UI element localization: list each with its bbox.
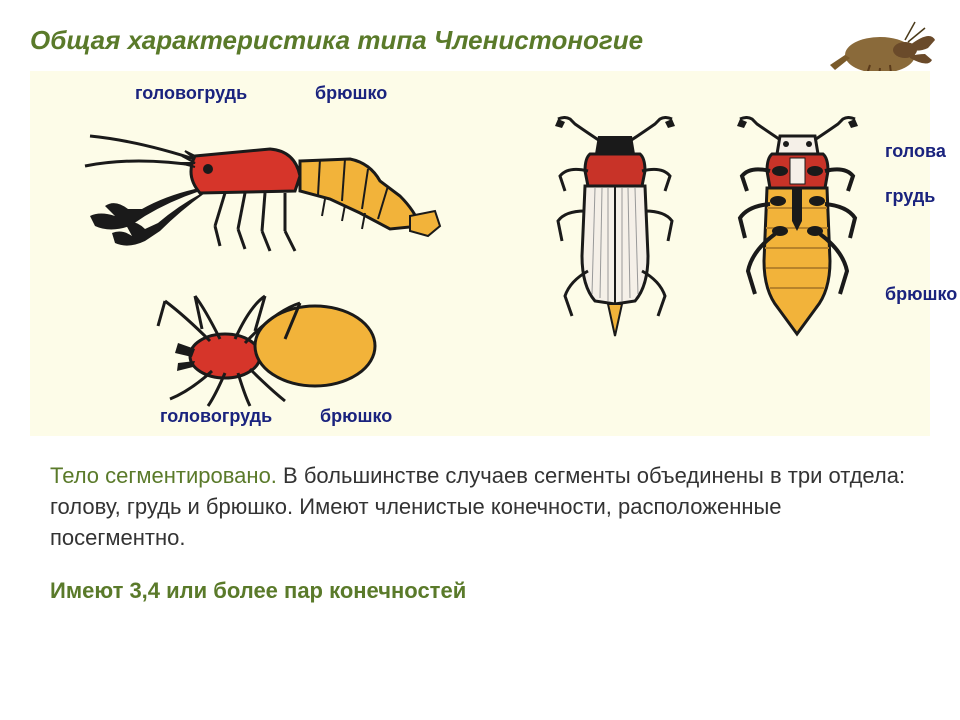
page-title: Общая характеристика типа Членистоногие (30, 25, 930, 56)
diagram-container: головогрудь брюшко головогрудь брюшко го… (30, 71, 930, 436)
spider-diagram (150, 291, 420, 411)
label-shrimp-abdomen: брюшко (315, 83, 387, 104)
body-text-2: Имеют 3,4 или более пар конечностей (30, 578, 930, 604)
label-beetle-thorax: грудь (885, 186, 935, 207)
body-text: Тело сегментировано. В большинстве случа… (30, 461, 930, 553)
beetle-dorsal-diagram (550, 116, 680, 356)
label-beetle-head: голова (885, 141, 946, 162)
body-highlight: Тело сегментировано. (50, 463, 277, 488)
shrimp-diagram (70, 121, 450, 261)
label-shrimp-cephalothorax: головогрудь (135, 83, 247, 104)
label-beetle-abdomen: брюшко (885, 284, 957, 305)
beetle-ventral-diagram (730, 116, 865, 356)
